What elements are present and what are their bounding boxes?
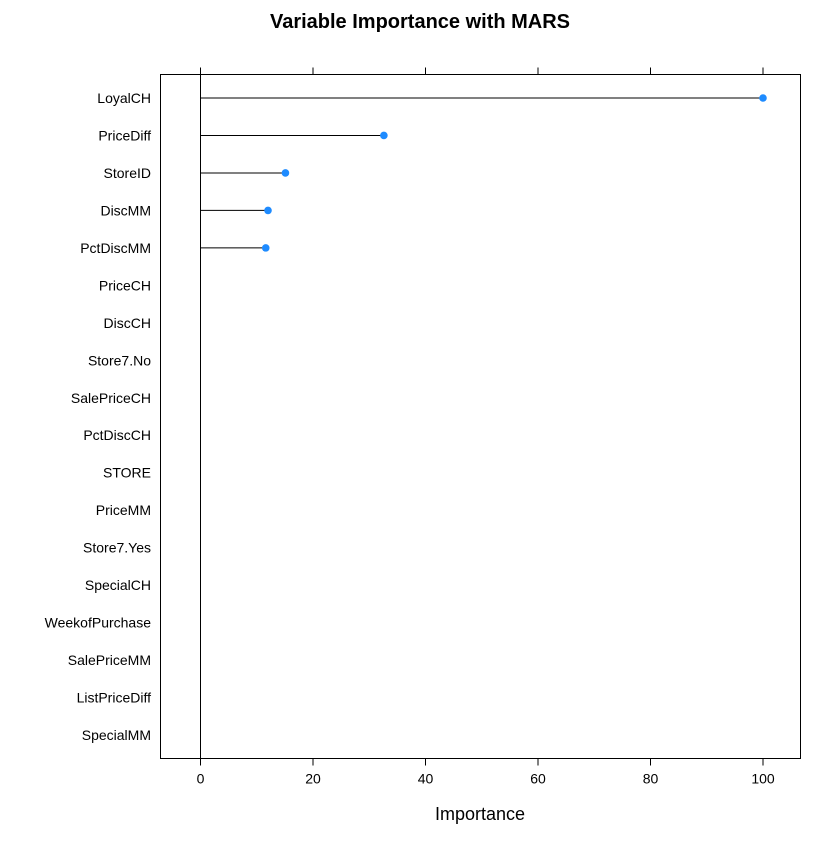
y-category-label: PriceDiff <box>98 127 151 143</box>
importance-point <box>264 206 272 215</box>
y-category-label: PriceMM <box>96 502 151 518</box>
y-category-label: SpecialCH <box>85 577 151 593</box>
y-category-label: ListPriceDiff <box>77 690 152 706</box>
y-category-label: PctDiscMM <box>80 240 151 256</box>
y-category-label: DiscMM <box>100 202 151 218</box>
y-category-label: PctDiscCH <box>83 427 151 443</box>
x-tick-label: 0 <box>197 771 205 787</box>
chart-title: Variable Importance with MARS <box>270 11 570 33</box>
x-axis-label: Importance <box>435 804 525 824</box>
y-category-label: DiscCH <box>104 315 151 331</box>
importance-point <box>261 244 270 252</box>
x-tick-label: 80 <box>643 771 659 787</box>
plot-frame <box>160 74 801 759</box>
importance-point <box>759 94 767 102</box>
importance-point <box>281 169 290 177</box>
y-category-label: StoreID <box>104 165 151 181</box>
y-category-label: LoyalCH <box>97 90 151 106</box>
y-category-label: SalePriceMM <box>68 652 151 668</box>
x-tick-label: 60 <box>530 771 546 787</box>
x-tick-label: 40 <box>418 771 434 787</box>
importance-point <box>380 131 388 140</box>
x-tick-label: 20 <box>305 771 321 787</box>
x-tick-label: 100 <box>751 771 775 787</box>
y-category-label: SalePriceCH <box>71 390 151 406</box>
y-category-label: PriceCH <box>99 277 151 293</box>
y-category-label: Store7.No <box>88 352 151 368</box>
y-category-label: Store7.Yes <box>83 540 151 556</box>
y-category-label: SpecialMM <box>82 727 151 743</box>
y-category-label: WeekofPurchase <box>45 615 152 631</box>
y-category-label: STORE <box>103 465 151 481</box>
